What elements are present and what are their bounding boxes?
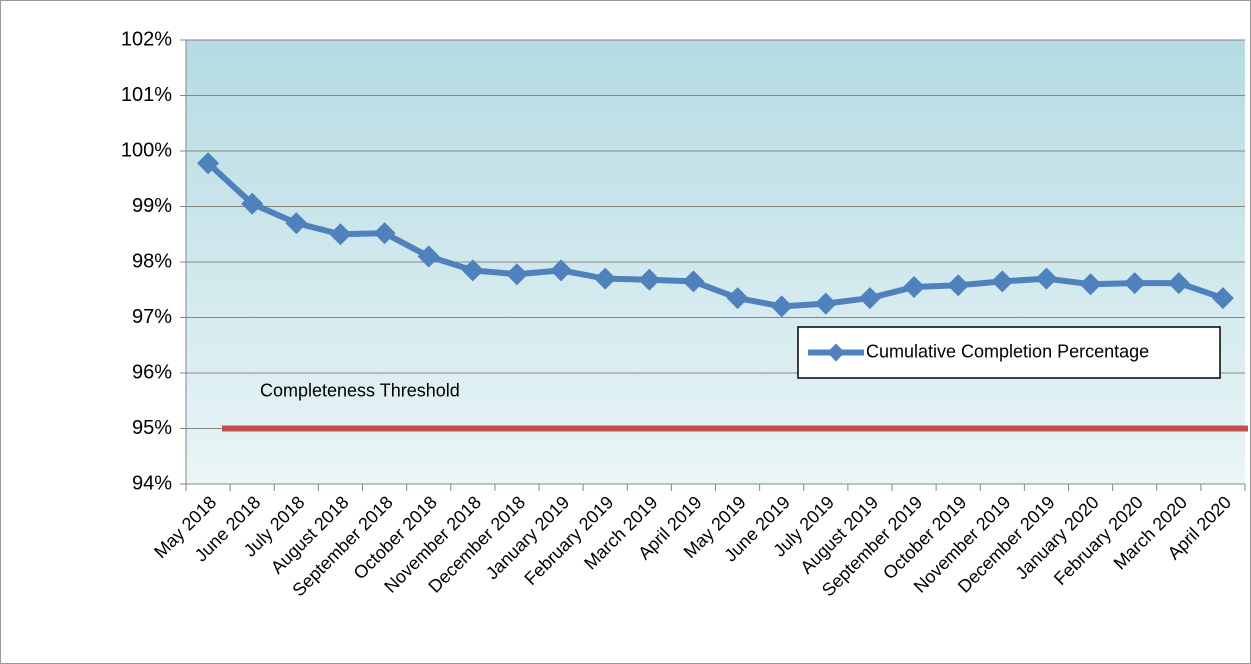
y-tick-label: 101% [121,84,172,106]
data-point [726,287,749,310]
data-point [991,270,1014,293]
y-tick-label: 98% [132,250,172,272]
data-point [638,268,661,291]
legend-label: Cumulative Completion Percentage [866,341,1149,361]
data-point [947,274,970,297]
data-point [461,259,484,282]
data-point [858,287,881,310]
legend-box [797,326,1221,379]
y-tick-label: 96% [132,361,172,383]
y-tick-label: 97% [132,306,172,328]
data-point [329,223,352,246]
data-point [814,292,837,315]
data-point [417,245,440,268]
legend-marker [827,343,845,362]
data-point [505,263,528,286]
y-tick-label: 95% [132,417,172,439]
data-point [1167,272,1190,295]
threshold-label: Completeness Threshold [260,380,460,400]
data-point [373,222,396,245]
y-tick-label: 102% [121,28,172,50]
y-tick-label: 94% [132,472,172,494]
data-point [682,270,705,293]
data-point [550,259,573,282]
data-point [1211,287,1234,310]
y-tick-label: 100% [121,139,172,161]
data-point [197,152,220,175]
y-tick-label: 99% [132,195,172,217]
data-point [594,267,617,290]
data-point [285,212,308,235]
data-point [241,192,264,215]
data-point [770,295,793,318]
legend: Cumulative Completion Percentage [797,326,1221,379]
data-point [1123,272,1146,295]
data-point [1079,273,1102,296]
data-point [903,275,926,298]
data-point [1035,267,1058,290]
